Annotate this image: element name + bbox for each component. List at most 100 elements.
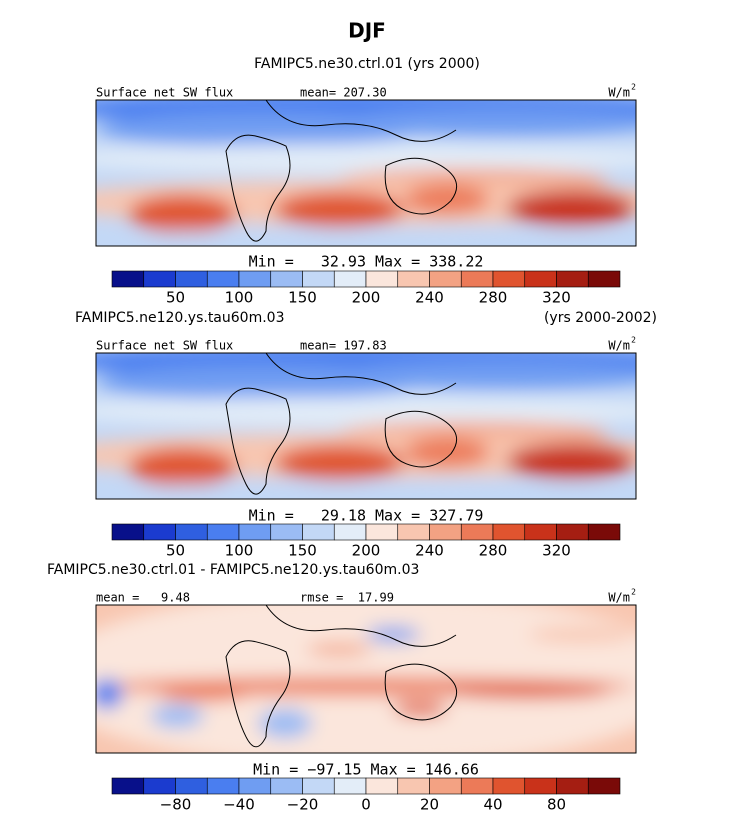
header-left: Surface net SW flux (96, 86, 233, 100)
colorbar-box (111, 777, 145, 795)
colorbar-label: 240 (415, 542, 444, 560)
colorbar-box (587, 270, 621, 288)
colorbar-box (460, 777, 494, 795)
map-frame (95, 352, 637, 500)
colorbar-box (556, 270, 589, 288)
field-blob (160, 686, 248, 702)
field-blob (274, 191, 404, 228)
colorbar-box (429, 270, 462, 288)
colorbar-box (429, 523, 462, 541)
colorbar-box (333, 523, 367, 541)
colorbar-box (143, 777, 176, 795)
field-blob (96, 364, 420, 400)
map (96, 100, 636, 246)
units-sup: 2 (631, 83, 636, 92)
colorbar-label: 240 (415, 289, 444, 307)
colorbar-label: 50 (166, 542, 185, 560)
colorbar-box (206, 270, 240, 288)
colorbar-box (175, 777, 208, 795)
colorbar-box (270, 777, 303, 795)
field-blob (96, 143, 636, 173)
coastline (225, 605, 458, 748)
case-label: FAMIPC5.ne120.ys.tau60m.03 (75, 310, 284, 326)
field-blob (96, 482, 636, 499)
field-blob (339, 360, 636, 390)
colorbar-box (556, 523, 589, 541)
colorbar-box (524, 523, 557, 541)
min-max: Min = 29.18 Max = 327.79 (249, 507, 484, 525)
header-center: mean= 197.83 (300, 339, 387, 353)
colorbar-box (238, 777, 272, 795)
coastline (225, 100, 458, 242)
map (96, 605, 636, 753)
colorbar-label: 150 (288, 289, 317, 307)
colorbar-box (270, 523, 303, 541)
units: W/m (608, 86, 630, 100)
colorbar-label: 200 (352, 289, 381, 307)
field-blob (96, 396, 636, 426)
colorbar-label: 200 (352, 542, 381, 560)
colorbar-box (270, 270, 303, 288)
min-max: Min = −97.15 Max = 146.66 (253, 761, 479, 779)
colorbar-label: −40 (223, 796, 255, 814)
units: W/m (608, 591, 630, 605)
colorbar-box (587, 777, 621, 795)
field-blob (393, 701, 447, 716)
field-blob (339, 107, 636, 137)
colorbar-label: 280 (479, 542, 508, 560)
colorbar-label: 80 (547, 796, 566, 814)
case-label: FAMIPC5.ne30.ctrl.01 (yrs 2000) (254, 56, 480, 72)
colorbar-box (302, 270, 335, 288)
field-blob (506, 443, 636, 479)
colorbar-label: 320 (542, 542, 571, 560)
colorbar-box (238, 523, 272, 541)
panel: FAMIPC5.ne30.ctrl.01 - FAMIPC5.ne120.ys.… (47, 562, 637, 814)
map-frame (95, 99, 637, 247)
colorbar-label: 150 (288, 542, 317, 560)
field-blob (96, 679, 123, 709)
colorbar-box (333, 777, 367, 795)
colorbar-box (397, 523, 430, 541)
field-blob (274, 444, 404, 481)
map-field (96, 605, 636, 753)
colorbar-box (206, 523, 240, 541)
colorbar-label: 100 (225, 542, 254, 560)
colorbar-label: 40 (483, 796, 502, 814)
colorbar-label: −20 (287, 796, 319, 814)
colorbar-box (460, 270, 494, 288)
header-left: mean = 9.48 (96, 591, 190, 605)
colorbar-box (143, 523, 176, 541)
colorbar-box (175, 523, 208, 541)
field-blob (366, 627, 420, 642)
colorbar-box (556, 777, 589, 795)
min-max: Min = 32.93 Max = 338.22 (249, 253, 484, 271)
colorbar-label: 0 (361, 796, 371, 814)
colorbar-label: −80 (160, 796, 192, 814)
colorbar-box (492, 270, 526, 288)
header-left: Surface net SW flux (96, 339, 233, 353)
colorbar-box (238, 270, 272, 288)
field-blob (128, 194, 237, 233)
colorbar-box (429, 777, 462, 795)
case-label: FAMIPC5.ne30.ctrl.01 - FAMIPC5.ne120.ys.… (47, 562, 419, 578)
header-center: rmse = 17.99 (300, 591, 394, 605)
field-blob (96, 111, 420, 147)
colorbar-box (111, 270, 145, 288)
case-years: (yrs 2000-2002) (544, 310, 657, 326)
colorbar-box (111, 523, 145, 541)
colorbar-box (587, 523, 621, 541)
field-blob (403, 184, 491, 214)
panel: FAMIPC5.ne30.ctrl.01 (yrs 2000) Surface n… (95, 56, 637, 307)
header-center: mean= 207.30 (300, 86, 387, 100)
map (96, 353, 636, 499)
colorbar-box (365, 523, 399, 541)
field-blob (96, 229, 636, 246)
colorbar-box (365, 270, 399, 288)
colorbar-box (524, 270, 557, 288)
colorbar-box (206, 777, 240, 795)
field-blob (403, 437, 491, 467)
colorbar-box (143, 270, 176, 288)
colorbar-box (460, 523, 494, 541)
field-blob (447, 683, 609, 699)
